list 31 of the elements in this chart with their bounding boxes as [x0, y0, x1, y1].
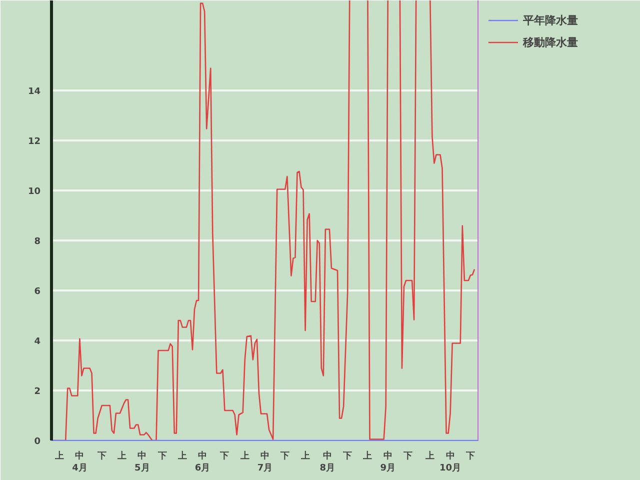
x-tick-label: 下	[342, 452, 352, 462]
y-tick-label: 14	[28, 87, 41, 97]
x-tick-label: 下	[219, 452, 230, 462]
y-tick-label: 6	[34, 287, 41, 297]
y-tick-label: 4	[34, 337, 41, 347]
x-tick-label: 上	[362, 450, 372, 462]
x-tick-label: 上	[54, 450, 64, 462]
x-tick-label: 上	[116, 450, 126, 462]
x-tick-label: 中 10月	[440, 450, 462, 474]
x-tick-label: 中 9月	[380, 450, 396, 474]
x-tick-label: 下	[402, 452, 413, 462]
x-tick-label: 上	[176, 450, 187, 462]
x-tick-label: 中 5月	[134, 450, 150, 474]
x-tick-label: 上	[239, 450, 250, 462]
x-tick-label: 中 7月	[257, 450, 273, 474]
legend-label: 移動降水量	[523, 34, 578, 50]
legend-label: 平年降水量	[523, 12, 578, 28]
y-tick-label: 12	[28, 137, 41, 147]
x-tick-label: 下	[280, 452, 290, 462]
x-tick-label: 上	[424, 450, 435, 462]
x-tick-label: 中 6月	[194, 450, 210, 474]
x-tick-label: 下	[96, 452, 106, 462]
x-tick-label: 下	[156, 452, 167, 462]
x-tick-label: 下	[464, 452, 475, 462]
x-tick-label: 中 8月	[320, 450, 336, 474]
y-tick-label: 10	[28, 187, 41, 197]
y-tick-label: 8	[34, 237, 41, 247]
x-tick-label: 中 4月	[72, 450, 88, 474]
y-tick-label: 0	[34, 437, 41, 447]
y-tick-label: 2	[34, 387, 41, 397]
x-tick-label: 上	[300, 450, 310, 462]
